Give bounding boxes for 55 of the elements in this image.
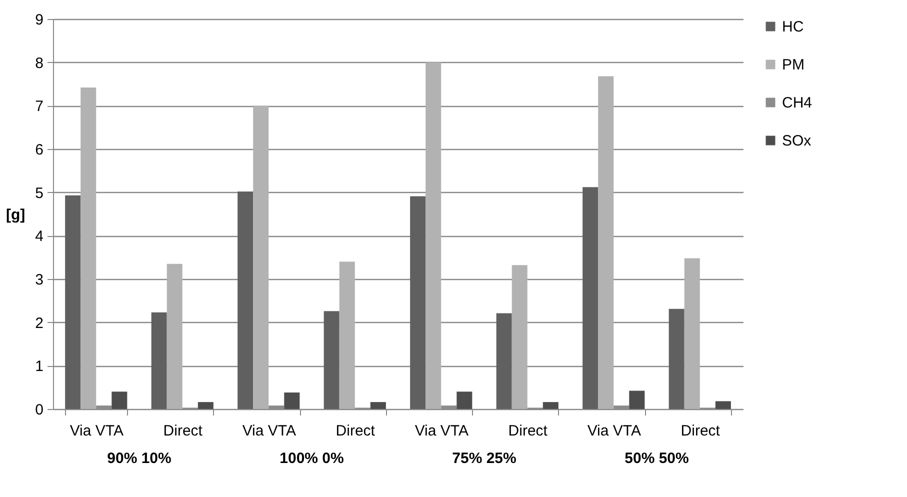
y-tick-label: 4 — [35, 228, 44, 246]
text: 100% 0% — [280, 450, 344, 467]
bar — [614, 406, 630, 409]
y-tick-label: 7 — [35, 98, 44, 116]
y-tick-label: 1 — [35, 358, 44, 376]
legend-label: SOx — [782, 132, 812, 150]
bar — [339, 262, 355, 409]
x-tick-label: Direct — [508, 422, 548, 440]
bar — [238, 191, 254, 409]
bar — [370, 402, 386, 409]
bar — [496, 313, 512, 409]
bar — [426, 62, 442, 409]
y-tick-label: 8 — [35, 54, 44, 72]
bar — [96, 406, 112, 409]
bar — [668, 308, 684, 409]
bar — [456, 392, 472, 409]
text: 75% 25% — [452, 450, 516, 467]
bar — [65, 195, 81, 409]
bar — [629, 390, 645, 409]
x-tick-label: Direct — [336, 422, 376, 440]
text: 50% 50% — [624, 450, 689, 467]
x-tick-label: Via VTA — [70, 422, 124, 440]
y-tick-label: 3 — [35, 272, 44, 288]
bar — [582, 187, 598, 409]
bar — [198, 402, 214, 409]
bar — [268, 406, 284, 409]
text: 90% 10% — [107, 450, 172, 467]
y-tick-label: 5 — [35, 184, 44, 202]
bar — [80, 87, 96, 409]
bar — [253, 106, 269, 409]
x-tick-label: Via VTA — [587, 422, 641, 440]
legend-label: PM — [782, 56, 804, 74]
bar — [166, 264, 182, 409]
bar — [284, 392, 300, 409]
bar — [598, 76, 614, 409]
y-tick-label: 2 — [35, 314, 44, 332]
bar — [324, 311, 340, 409]
legend-label: HC — [782, 18, 804, 36]
x-tick-label: Via VTA — [242, 422, 296, 440]
bar — [441, 406, 457, 409]
legend-label: CH4 — [782, 94, 812, 112]
y-tick-label: 0 — [35, 402, 44, 418]
bar — [684, 258, 700, 409]
bar — [112, 392, 128, 409]
x-tick-label: Via VTA — [414, 422, 468, 440]
bar — [151, 312, 167, 409]
x-tick-label: Direct — [680, 422, 721, 440]
y-tick-label: 6 — [35, 142, 44, 158]
x-tick-label: Direct — [163, 422, 204, 440]
y-tick-label: 9 — [35, 12, 44, 28]
bar — [715, 401, 731, 409]
bar — [512, 265, 528, 409]
y-axis-title: [g] — [6, 206, 26, 224]
bar — [542, 402, 558, 409]
bar — [410, 196, 426, 409]
